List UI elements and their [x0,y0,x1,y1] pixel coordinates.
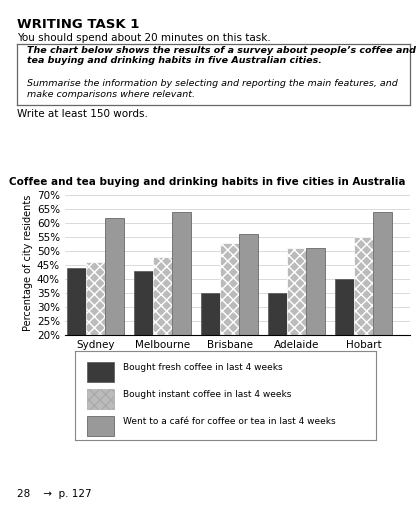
FancyBboxPatch shape [87,389,115,409]
Bar [373,212,393,392]
Text: Write at least 150 words.: Write at least 150 words. [17,109,148,119]
Bar [354,237,373,392]
Bar [172,212,191,392]
Text: WRITING TASK 1: WRITING TASK 1 [17,18,139,31]
Bar [153,257,172,392]
Bar [105,218,125,392]
Bar [220,243,239,392]
FancyBboxPatch shape [87,416,115,436]
Bar [134,271,153,392]
Bar [239,234,258,392]
Bar [334,279,354,392]
Bar [86,263,105,392]
Text: Bought fresh coffee in last 4 weeks: Bought fresh coffee in last 4 weeks [123,363,283,372]
Text: Went to a café for coffee or tea in last 4 weeks: Went to a café for coffee or tea in last… [123,417,336,426]
Text: Summarise the information by selecting and reporting the main features, and make: Summarise the information by selecting a… [27,79,397,98]
FancyBboxPatch shape [87,362,115,382]
Text: 28    →  p. 127: 28 → p. 127 [17,489,92,499]
Text: Coffee and tea buying and drinking habits in five cities in Australia: Coffee and tea buying and drinking habit… [9,177,405,187]
Text: The chart below shows the results of a survey about people’s coffee and tea buyi: The chart below shows the results of a s… [27,46,415,66]
Bar [306,248,325,392]
Text: Bought instant coffee in last 4 weeks: Bought instant coffee in last 4 weeks [123,390,292,399]
Bar [268,293,287,392]
Bar [201,293,220,392]
Bar [287,248,306,392]
Bar [67,268,86,392]
Text: You should spend about 20 minutes on this task.: You should spend about 20 minutes on thi… [17,33,270,44]
Y-axis label: Percentage of city residents: Percentage of city residents [23,194,33,331]
